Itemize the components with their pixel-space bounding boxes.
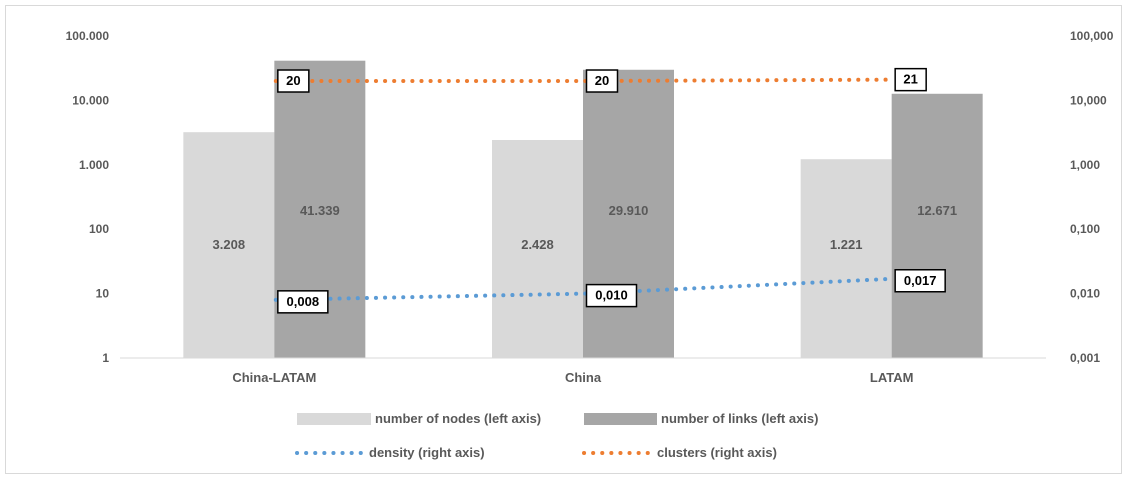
category-label: China-LATAM (232, 370, 316, 385)
data-label-box (894, 67, 927, 92)
bar-data-label: 1.221 (830, 237, 863, 252)
combo-chart: 1 10 100 1.000 10.000 100.000 0,001 0,010 0,100 1… (66, 29, 1114, 460)
line-data-label: 20 (595, 73, 609, 88)
left-axis-tick-label: 10 (96, 287, 110, 301)
category-label: China (565, 370, 602, 385)
right-axis-tick-label: 0,010 (1070, 287, 1100, 301)
bar-data-label: 41.339 (300, 203, 340, 218)
density-line (273, 276, 896, 302)
bar-nodes (492, 139, 583, 358)
data-label-box (585, 69, 619, 93)
bar-data-label: 29.910 (609, 203, 649, 218)
line-data-label: 0,008 (287, 294, 320, 309)
data-label-box (585, 283, 638, 308)
clusters-line (273, 77, 896, 84)
line-data-label: 20 (286, 73, 300, 88)
category-label: LATAM (870, 370, 914, 385)
line-data-label: 21 (903, 72, 917, 87)
bar-links (583, 69, 674, 359)
bar-data-label: 2.428 (521, 237, 554, 252)
bar-data-label: 3.208 (213, 237, 246, 252)
legend-swatch (297, 413, 371, 425)
left-axis-tick-label: 10.000 (72, 93, 109, 107)
left-axis-tick-label: 1.000 (79, 158, 109, 172)
legend-label: number of nodes (left axis) (375, 411, 541, 426)
line-data-label: 0,017 (904, 273, 937, 288)
right-axis-tick-label: 10,000 (1070, 93, 1107, 107)
data-label-box (277, 69, 310, 93)
data-label-box (277, 290, 329, 314)
chart-frame: 1 10 100 1.000 10.000 100.000 0,001 0,010 0,100 1… (5, 5, 1122, 474)
legend-label: clusters (right axis) (657, 445, 777, 460)
left-axis-tick-label: 100 (89, 222, 109, 236)
left-axis-tick-label: 100.000 (66, 29, 110, 43)
right-axis-tick-label: 1,000 (1070, 158, 1100, 172)
data-label-box (894, 269, 946, 293)
right-axis-tick-label: 100,000 (1070, 29, 1114, 43)
line-data-label: 0,010 (595, 288, 628, 303)
legend-label: number of links (left axis) (661, 411, 818, 426)
bar-nodes (800, 159, 892, 358)
left-axis-tick-label: 1 (102, 351, 109, 365)
right-axis-tick-label: 0,100 (1070, 222, 1100, 236)
bar-data-label: 12.671 (917, 203, 957, 218)
legend-label: density (right axis) (369, 445, 485, 460)
bar-links (891, 93, 983, 358)
right-axis-tick-label: 0,001 (1070, 351, 1100, 365)
legend-swatch (584, 413, 657, 425)
bar-nodes (183, 132, 275, 358)
